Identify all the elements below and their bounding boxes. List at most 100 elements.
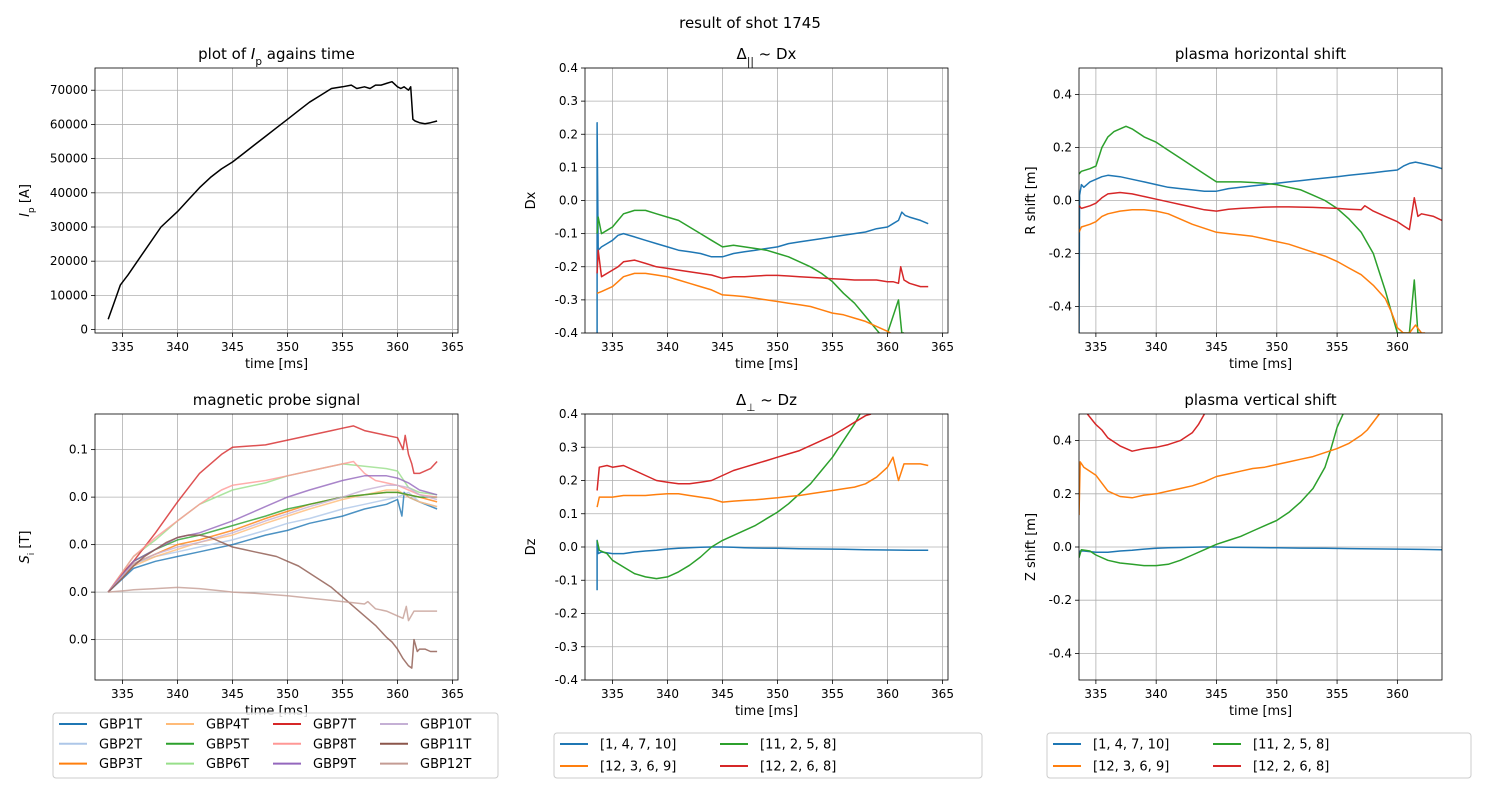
probe-legend: GBP1T GBP2T GBP3T GBP4T GBP5T GBP6T GBP7T GBP8T… xyxy=(52,712,499,779)
series-group xyxy=(596,121,929,333)
legend-item: GBP5T xyxy=(166,737,249,752)
x-tick-label: 350 xyxy=(766,340,789,354)
legend-label: [12, 3, 6, 9] xyxy=(600,760,676,775)
legend-item: [1, 4, 7, 10] xyxy=(1053,738,1169,753)
y-tick-label: -0.2 xyxy=(1049,593,1072,607)
subplot-title: plot of Ip agains time xyxy=(198,45,355,68)
subplot-ip: 335 340 345 350 355 360 365 0 10000 20000 30000 400… xyxy=(18,45,464,372)
x-tick-label: 360 xyxy=(876,687,899,701)
dz-legend: [1, 4, 7, 10] [12, 3, 6, 9] [11, 2, 5, 8] [… xyxy=(553,732,983,779)
legend-item: [11, 2, 5, 8] xyxy=(1213,738,1329,753)
series-group xyxy=(596,414,929,591)
x-tick-label: 340 xyxy=(656,340,679,354)
x-tick-label: 340 xyxy=(656,687,679,701)
y-tick-label: 0.1 xyxy=(559,507,578,521)
y-axis-label: Dx xyxy=(524,191,539,209)
legend-item: GBP12T xyxy=(380,757,471,772)
y-tick-label: 0.0 xyxy=(559,194,578,208)
y-tick-label: 0.2 xyxy=(559,127,578,141)
legend-item: GBP4T xyxy=(166,718,249,733)
y-tick-label: 0.0 xyxy=(69,585,88,599)
legend-item: GBP11T xyxy=(380,737,471,752)
y-axis-label: Si [T] xyxy=(18,530,37,563)
x-axis-label: time [ms] xyxy=(245,357,308,372)
legend-frame xyxy=(553,732,983,779)
series-line-11-2-5-8 xyxy=(596,209,904,333)
x-tick-label: 355 xyxy=(1326,687,1349,701)
series-line-1-4-7-10 xyxy=(596,121,929,333)
legend-item: [1, 4, 7, 10] xyxy=(560,738,676,753)
legend-label: GBP11T xyxy=(420,737,471,752)
legend-label: GBP1T xyxy=(99,718,142,733)
y-tick-label: -0.2 xyxy=(1049,247,1072,261)
legend-label: [11, 2, 5, 8] xyxy=(760,738,836,753)
subplot-title: plasma horizontal shift xyxy=(1175,45,1346,63)
legend-item: GBP2T xyxy=(59,737,142,752)
legend-item: GBP8T xyxy=(273,737,356,752)
x-tick-label: 335 xyxy=(1084,340,1107,354)
legend-label: [12, 2, 6, 8] xyxy=(760,760,836,775)
subplot-title: plasma vertical shift xyxy=(1184,391,1336,409)
series-line-GBP9T xyxy=(107,475,438,593)
subplot-title: Δ|| ~ Dx xyxy=(737,45,797,68)
x-tick-label: 360 xyxy=(386,340,409,354)
legend-label: [12, 3, 6, 9] xyxy=(1093,760,1169,775)
y-tick-label: -0.3 xyxy=(555,293,578,307)
x-axis-label: time [ms] xyxy=(1229,704,1292,719)
y-tick-label: 70000 xyxy=(50,83,88,97)
y-tick-label: -0.3 xyxy=(555,640,578,654)
y-tick-label: 0.3 xyxy=(559,440,578,454)
legend-item: [12, 2, 6, 8] xyxy=(720,760,836,775)
series-line-1 xyxy=(107,80,438,320)
series-group xyxy=(1079,414,1442,567)
x-tick-label: 360 xyxy=(876,340,899,354)
x-tick-label: 345 xyxy=(711,687,734,701)
x-tick-label: 345 xyxy=(221,687,244,701)
legend-item: [12, 3, 6, 9] xyxy=(1053,760,1169,775)
y-tick-label: 0.0 xyxy=(1053,194,1072,208)
x-tick-label: 340 xyxy=(1145,340,1168,354)
series-line-11-2-5-8 xyxy=(1079,414,1344,567)
x-tick-label: 360 xyxy=(1386,687,1409,701)
series-line-GBP11T xyxy=(107,534,438,669)
y-tick-label: -0.2 xyxy=(555,260,578,274)
legend-item: [11, 2, 5, 8] xyxy=(720,738,836,753)
x-tick-label: 350 xyxy=(276,340,299,354)
subplot-title: Δ⊥ ~ Dz xyxy=(736,391,797,414)
x-tick-label: 335 xyxy=(601,340,624,354)
legend-label: [11, 2, 5, 8] xyxy=(1253,738,1329,753)
y-tick-label: -0.1 xyxy=(555,227,578,241)
y-tick-label: -0.4 xyxy=(555,326,578,340)
x-tick-label: 345 xyxy=(1205,687,1228,701)
y-tick-label: 0.0 xyxy=(69,490,88,504)
y-tick-label: -0.4 xyxy=(1049,646,1072,660)
legend-item: GBP9T xyxy=(273,757,356,772)
y-tick-label: 0.1 xyxy=(559,160,578,174)
zshift-legend: [1, 4, 7, 10] [12, 3, 6, 9] [11, 2, 5, 8] [… xyxy=(1046,732,1472,779)
series-line-GBP12T xyxy=(108,586,438,622)
y-tick-label: 0.4 xyxy=(559,61,578,75)
y-tick-label: 0.1 xyxy=(69,443,88,457)
y-tick-label: 0.2 xyxy=(559,474,578,488)
figure-suptitle: result of shot 1745 xyxy=(679,14,821,32)
y-tick-label: 40000 xyxy=(50,186,88,200)
legend-item: [12, 2, 6, 8] xyxy=(1213,760,1329,775)
legend-label: GBP3T xyxy=(99,757,142,772)
series-line-1-4-7-10 xyxy=(1079,546,1442,558)
legend-label: GBP7T xyxy=(313,718,356,733)
x-tick-label: 355 xyxy=(1326,340,1349,354)
legends-container: GBP1T GBP2T GBP3T GBP4T GBP5T GBP6T GBP7T GBP8T… xyxy=(52,712,1472,779)
x-tick-label: 345 xyxy=(221,340,244,354)
x-tick-label: 340 xyxy=(166,340,189,354)
series-line-1-4-7-10 xyxy=(1079,161,1442,333)
x-tick-label: 350 xyxy=(766,687,789,701)
y-tick-label: 0.0 xyxy=(69,538,88,552)
subplot-title: magnetic probe signal xyxy=(193,391,361,409)
legend-item: GBP1T xyxy=(59,718,142,733)
series-line-12-2-6-8 xyxy=(1079,191,1442,231)
series-line-11-2-5-8 xyxy=(1079,125,1422,333)
x-tick-label: 350 xyxy=(1265,687,1288,701)
y-tick-label: 30000 xyxy=(50,220,88,234)
legend-item: [12, 3, 6, 9] xyxy=(560,760,676,775)
x-tick-label: 360 xyxy=(1386,340,1409,354)
